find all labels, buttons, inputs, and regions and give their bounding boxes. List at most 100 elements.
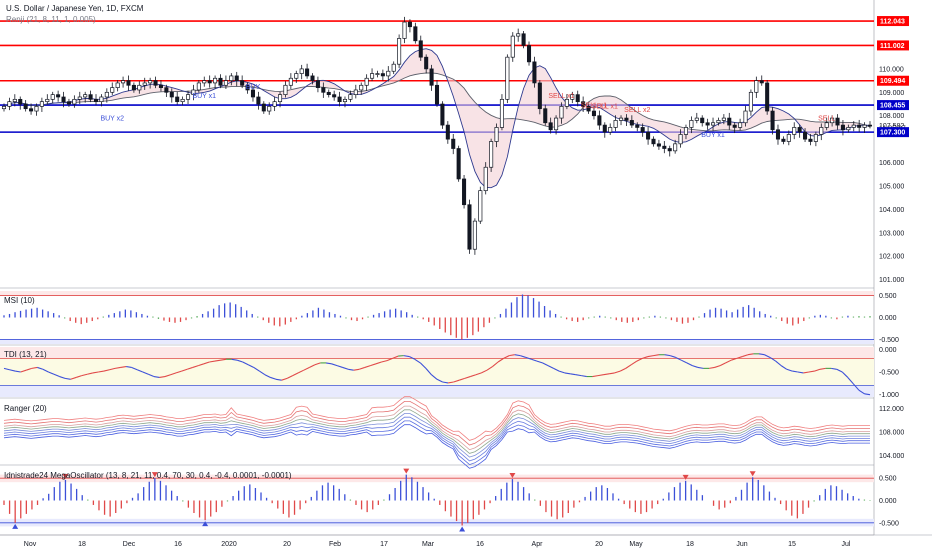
candle[interactable]	[289, 78, 292, 85]
candle[interactable]	[132, 85, 135, 90]
candle[interactable]	[868, 125, 871, 126]
candle[interactable]	[73, 99, 76, 104]
candle[interactable]	[706, 123, 709, 125]
candle[interactable]	[295, 74, 298, 79]
candle[interactable]	[820, 127, 823, 134]
candle[interactable]	[533, 62, 536, 83]
candle[interactable]	[24, 104, 27, 109]
candle[interactable]	[560, 106, 563, 118]
candle[interactable]	[668, 149, 671, 151]
candle[interactable]	[598, 116, 601, 125]
candle[interactable]	[592, 111, 595, 116]
candle[interactable]	[35, 106, 38, 111]
candle[interactable]	[365, 78, 368, 85]
candle[interactable]	[235, 76, 238, 81]
candle[interactable]	[852, 125, 855, 127]
candle[interactable]	[527, 45, 530, 61]
candle[interactable]	[841, 125, 844, 130]
candle[interactable]	[798, 127, 801, 132]
candle[interactable]	[408, 22, 411, 27]
candle[interactable]	[143, 83, 146, 85]
candle[interactable]	[614, 120, 617, 127]
candle[interactable]	[40, 102, 43, 107]
candle[interactable]	[722, 118, 725, 120]
candle[interactable]	[803, 132, 806, 139]
candle[interactable]	[771, 111, 774, 130]
candle[interactable]	[738, 123, 741, 128]
candle[interactable]	[603, 125, 606, 132]
candle[interactable]	[19, 99, 22, 104]
candle[interactable]	[316, 81, 319, 88]
candle[interactable]	[51, 95, 54, 100]
candle[interactable]	[56, 95, 59, 97]
candle[interactable]	[619, 118, 622, 120]
candle[interactable]	[863, 125, 866, 127]
candle[interactable]	[381, 74, 384, 76]
candle[interactable]	[84, 95, 87, 97]
candle[interactable]	[257, 97, 260, 104]
candle[interactable]	[814, 134, 817, 141]
candle[interactable]	[138, 85, 141, 90]
candle[interactable]	[29, 109, 32, 111]
candle[interactable]	[327, 92, 330, 94]
candle[interactable]	[522, 34, 525, 46]
candle[interactable]	[495, 127, 498, 141]
candle[interactable]	[717, 120, 720, 122]
candle[interactable]	[462, 179, 465, 205]
candle[interactable]	[116, 83, 119, 88]
candle[interactable]	[679, 134, 682, 143]
candle[interactable]	[755, 81, 758, 93]
candle[interactable]	[208, 81, 211, 83]
candle[interactable]	[251, 90, 254, 97]
candle[interactable]	[576, 95, 579, 102]
candle[interactable]	[657, 144, 660, 146]
candle[interactable]	[332, 95, 335, 97]
candle[interactable]	[165, 88, 168, 93]
candle[interactable]	[695, 118, 698, 120]
candle[interactable]	[733, 125, 736, 127]
candle[interactable]	[148, 81, 151, 83]
candle[interactable]	[8, 102, 11, 107]
candle[interactable]	[170, 92, 173, 97]
candle[interactable]	[500, 99, 503, 127]
candle[interactable]	[636, 125, 639, 127]
candle[interactable]	[262, 104, 265, 111]
candle[interactable]	[809, 139, 812, 141]
candle[interactable]	[457, 149, 460, 179]
candle[interactable]	[506, 57, 509, 99]
candle[interactable]	[387, 71, 390, 76]
candle[interactable]	[609, 127, 612, 132]
candle[interactable]	[322, 88, 325, 93]
candle[interactable]	[300, 69, 303, 74]
candle[interactable]	[311, 76, 314, 81]
candle[interactable]	[690, 120, 693, 127]
candle[interactable]	[430, 69, 433, 85]
candle[interactable]	[836, 118, 839, 125]
candle[interactable]	[181, 99, 184, 101]
candle[interactable]	[13, 99, 16, 101]
candle[interactable]	[111, 88, 114, 93]
candle[interactable]	[154, 81, 157, 86]
candle[interactable]	[544, 109, 547, 123]
candle[interactable]	[847, 127, 850, 129]
candle[interactable]	[230, 76, 233, 81]
candle[interactable]	[338, 97, 341, 102]
candle[interactable]	[419, 41, 422, 57]
candle[interactable]	[89, 95, 92, 100]
candle[interactable]	[511, 36, 514, 57]
candle[interactable]	[392, 64, 395, 71]
candle[interactable]	[517, 34, 520, 36]
candle[interactable]	[67, 102, 70, 104]
candle[interactable]	[354, 90, 357, 95]
candle[interactable]	[554, 118, 557, 130]
candle[interactable]	[46, 99, 49, 101]
candle[interactable]	[213, 78, 216, 83]
candle[interactable]	[273, 102, 276, 107]
candle[interactable]	[825, 123, 828, 128]
candle[interactable]	[2, 106, 5, 108]
candle[interactable]	[349, 95, 352, 100]
candle[interactable]	[468, 205, 471, 249]
candle[interactable]	[630, 120, 633, 125]
candle[interactable]	[176, 97, 179, 102]
